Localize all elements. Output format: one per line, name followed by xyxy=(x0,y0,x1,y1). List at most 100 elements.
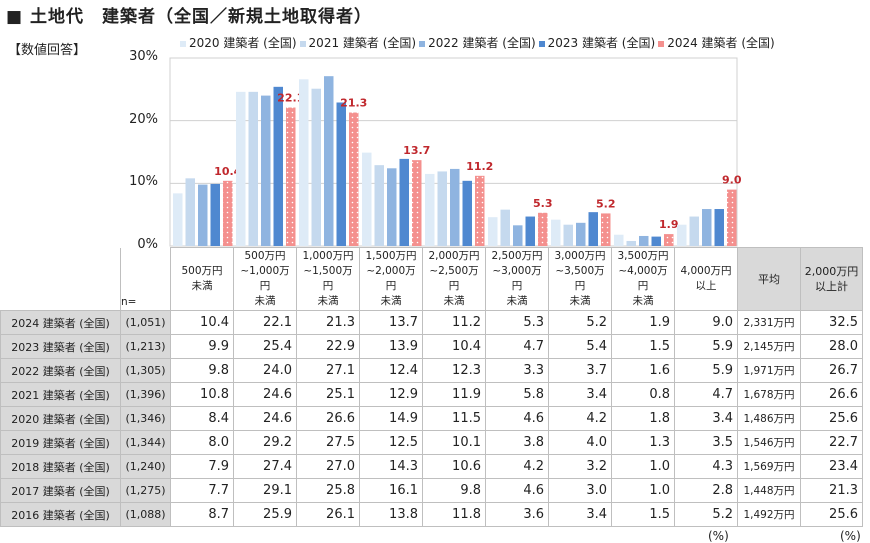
bar xyxy=(425,173,435,246)
bar xyxy=(198,184,208,246)
row-n: (1,088) xyxy=(120,502,171,527)
row-n: (1,275) xyxy=(120,478,171,503)
data-label: 9.0 xyxy=(722,174,742,187)
bar xyxy=(614,234,624,246)
legend-item: 2022 建築者 (全国) xyxy=(419,34,536,51)
data-label: 5.3 xyxy=(533,197,553,210)
cell-value: 9.9 xyxy=(170,334,234,359)
bar xyxy=(236,91,246,246)
bar xyxy=(173,193,183,246)
cell-value: 12.4 xyxy=(359,358,423,383)
table-row: 2023 建築者 (全国) (1,213) 9.9 25.4 22.9 13.9 10.4 4… xyxy=(0,334,863,359)
bar xyxy=(714,209,724,246)
data-label: 11.2 xyxy=(466,160,493,173)
cell-average: 2,331万円 xyxy=(737,310,801,335)
bar xyxy=(626,240,636,246)
cell-value: 13.8 xyxy=(359,502,423,527)
cell-value: 26.1 xyxy=(296,502,360,527)
row-label: 2023 建築者 (全国) xyxy=(0,334,121,359)
bar xyxy=(488,217,498,246)
cell-value: 5.9 xyxy=(674,334,738,359)
cell-value: 5.4 xyxy=(548,334,612,359)
bar xyxy=(324,76,334,246)
row-n: (1,396) xyxy=(120,382,171,407)
cell-over2000: 25.6 xyxy=(800,406,863,431)
cell-value: 1.6 xyxy=(611,358,675,383)
legend-swatch xyxy=(658,40,665,47)
cell-value: 13.9 xyxy=(359,334,423,359)
cell-value: 7.7 xyxy=(170,478,234,503)
cell-value: 22.9 xyxy=(296,334,360,359)
cell-average: 1,569万円 xyxy=(737,454,801,479)
cell-value: 1.9 xyxy=(611,310,675,335)
bar xyxy=(588,212,598,246)
cell-value: 11.8 xyxy=(422,502,486,527)
cell-value: 1.0 xyxy=(611,454,675,479)
cell-value: 3.7 xyxy=(548,358,612,383)
bar xyxy=(538,212,548,246)
bar xyxy=(525,216,535,246)
cell-over2000: 25.6 xyxy=(800,502,863,527)
table-row: 2024 建築者 (全国) (1,051) 10.4 22.1 21.3 13.7 11.2… xyxy=(0,310,863,335)
bar xyxy=(702,209,712,246)
cell-value: 11.5 xyxy=(422,406,486,431)
y-tick-label: 20% xyxy=(129,111,158,127)
cell-value: 5.2 xyxy=(548,310,612,335)
cell-value: 5.2 xyxy=(674,502,738,527)
cell-value: 25.4 xyxy=(233,334,297,359)
data-label: 13.7 xyxy=(403,144,430,157)
cell-value: 3.3 xyxy=(485,358,549,383)
unit-label: (%) xyxy=(708,529,729,543)
row-label: 2020 建築者 (全国) xyxy=(0,406,121,431)
cell-value: 4.6 xyxy=(485,406,549,431)
avg-header: 平均 xyxy=(737,247,801,311)
row-n: (1,213) xyxy=(120,334,171,359)
cell-value: 9.8 xyxy=(422,478,486,503)
cell-value: 12.5 xyxy=(359,430,423,455)
row-n: (1,051) xyxy=(120,310,171,335)
cell-value: 8.7 xyxy=(170,502,234,527)
cell-value: 4.3 xyxy=(674,454,738,479)
bar xyxy=(374,165,384,246)
cell-value: 4.2 xyxy=(485,454,549,479)
bar xyxy=(651,236,661,246)
bar xyxy=(639,235,649,246)
bar xyxy=(248,91,258,246)
cell-value: 3.2 xyxy=(548,454,612,479)
cell-value: 1.5 xyxy=(611,502,675,527)
cell-value: 29.1 xyxy=(233,478,297,503)
bar xyxy=(210,183,220,246)
cell-value: 1.5 xyxy=(611,334,675,359)
cell-value: 10.8 xyxy=(170,382,234,407)
cell-average: 1,492万円 xyxy=(737,502,801,527)
data-label: 22.1 xyxy=(277,92,304,105)
cell-value: 5.9 xyxy=(674,358,738,383)
legend-label: 2022 建築者 (全国) xyxy=(428,36,536,50)
bar xyxy=(336,102,346,246)
bar xyxy=(437,171,447,246)
row-label: 2017 建築者 (全国) xyxy=(0,478,121,503)
cell-value: 24.6 xyxy=(233,406,297,431)
category-header: 1,500万円 ~2,000万 円 未満 xyxy=(359,247,423,311)
legend-item: 2023 建築者 (全国) xyxy=(538,34,655,51)
cell-value: 3.4 xyxy=(548,502,612,527)
cell-over2000: 21.3 xyxy=(800,478,863,503)
cell-average: 1,448万円 xyxy=(737,478,801,503)
row-label: 2016 建築者 (全国) xyxy=(0,502,121,527)
bar xyxy=(462,180,472,246)
cell-over2000: 28.0 xyxy=(800,334,863,359)
cell-value: 10.4 xyxy=(170,310,234,335)
data-label: 10.4 xyxy=(214,165,241,178)
row-n: (1,344) xyxy=(120,430,171,455)
row-label: 2024 建築者 (全国) xyxy=(0,310,121,335)
cell-value: 3.6 xyxy=(485,502,549,527)
cell-value: 4.6 xyxy=(485,478,549,503)
cell-over2000: 22.7 xyxy=(800,430,863,455)
cell-value: 9.0 xyxy=(674,310,738,335)
bar-chart: 10.4 22.1 21.3 13.7 11.2 5.3 5.2 1.9 9.0 xyxy=(169,57,742,247)
page-title: ■ 土地代 建築者（全国／新規土地取得者） xyxy=(6,7,372,27)
legend-label: 2020 建築者 (全国) xyxy=(189,36,297,50)
data-label: 1.9 xyxy=(659,218,679,231)
table-row: 2018 建築者 (全国) (1,240) 7.9 27.4 27.0 14.3 10.6 4… xyxy=(0,454,863,479)
cell-value: 22.1 xyxy=(233,310,297,335)
